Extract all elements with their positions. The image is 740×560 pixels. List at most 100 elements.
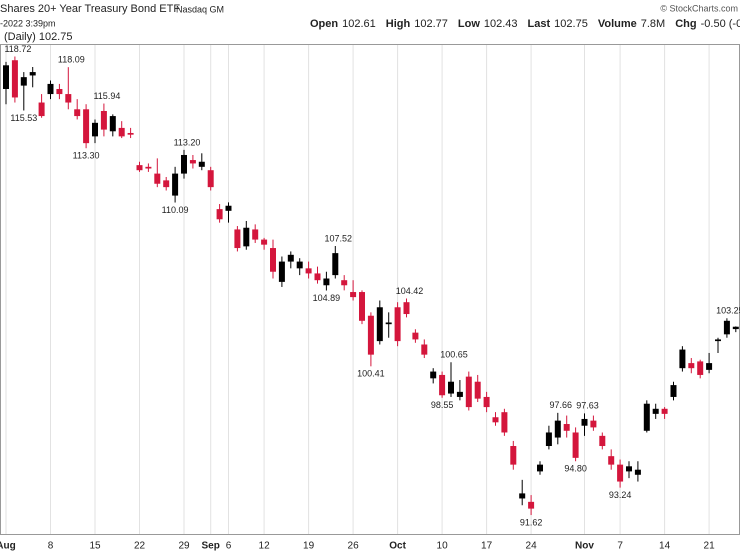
candle-body — [590, 420, 597, 428]
candle-body — [323, 278, 330, 286]
candle-body — [554, 420, 561, 438]
candle-body — [29, 72, 36, 76]
candle-body — [421, 344, 428, 355]
quote-label: Chg — [675, 18, 696, 30]
candle-body — [163, 180, 170, 188]
candle-body — [688, 363, 695, 369]
quote-value: 102.75 — [554, 18, 588, 30]
high-label: 118.09 — [58, 55, 85, 65]
candle-body — [626, 466, 632, 472]
candle-body — [412, 332, 419, 340]
candle-body — [732, 326, 739, 330]
low-label: 91.62 — [520, 517, 543, 527]
candle-body — [581, 418, 588, 426]
candle-body — [608, 456, 615, 465]
candle-body — [341, 280, 348, 286]
candle-body — [83, 109, 90, 144]
candle-body — [670, 385, 677, 397]
candle-body — [287, 254, 294, 262]
quote-label: Volume — [598, 18, 637, 30]
quote-label: Last — [528, 18, 551, 30]
quote-value: -0.50 (-0.49%) — [701, 18, 740, 30]
candle-body — [136, 165, 143, 171]
low-label: 113.30 — [73, 151, 100, 161]
x-tick-label: 21 — [704, 541, 716, 552]
chart-title: Shares 20+ Year Treasury Bond ETF — [0, 3, 180, 15]
quote-label: High — [386, 18, 411, 30]
candle-body — [483, 396, 490, 408]
candle-body — [100, 110, 107, 130]
candle-body — [127, 132, 134, 135]
candle-body — [38, 102, 45, 117]
candle-body — [314, 273, 321, 281]
x-tick-label: Nov — [575, 541, 594, 552]
candle-body — [715, 339, 721, 342]
high-label: 103.25 — [716, 306, 740, 316]
candle-body — [367, 315, 374, 355]
candle-body — [723, 320, 730, 335]
candle-body — [652, 408, 659, 414]
high-label: 107.52 — [325, 233, 353, 243]
x-tick-label: Oct — [389, 541, 406, 552]
candle-body — [189, 160, 196, 164]
quote-value: 7.8M — [641, 18, 665, 30]
x-tick-label: 26 — [348, 541, 360, 552]
candle-body — [92, 122, 98, 137]
candle-body — [261, 239, 268, 245]
candle-body — [225, 205, 232, 211]
x-tick-label: Aug — [0, 541, 16, 552]
candle-body — [679, 349, 686, 369]
candle-body — [65, 94, 72, 103]
candle-body — [465, 376, 472, 408]
high-label: 97.66 — [550, 400, 573, 410]
quote-label: Low — [458, 18, 480, 30]
candle-body — [385, 322, 392, 325]
high-label: 115.94 — [93, 91, 120, 101]
candle-body — [706, 363, 713, 370]
x-tick-label: 6 — [226, 541, 232, 552]
candle-body — [545, 432, 552, 447]
candle-body — [519, 493, 526, 499]
candle-body — [216, 209, 223, 220]
quote-value: 102.43 — [484, 18, 518, 30]
quote-label: Open — [310, 18, 338, 30]
candle-body — [528, 501, 535, 509]
high-label: 104.42 — [396, 286, 424, 296]
candle-body — [439, 374, 446, 396]
candle-body — [11, 60, 18, 98]
quote-value: 102.61 — [342, 18, 376, 30]
x-tick-label: 24 — [526, 541, 538, 552]
candle-body — [474, 381, 481, 399]
low-label: 110.09 — [162, 205, 189, 215]
exchange: Nasdaq GM — [176, 4, 224, 14]
candle-body — [572, 432, 579, 458]
candle-body — [47, 83, 54, 95]
candle-body — [207, 170, 214, 188]
credit: © StockCharts.com — [660, 3, 738, 13]
candle-body — [74, 109, 81, 117]
candle-body — [270, 248, 276, 272]
candle-body — [563, 424, 570, 431]
candle-body — [172, 173, 179, 196]
candle-body — [350, 292, 357, 298]
candle-body — [492, 417, 499, 423]
x-tick-label: 29 — [178, 541, 190, 552]
period-label: (Daily) 102.75 — [4, 31, 72, 43]
x-tick-label: 14 — [659, 541, 671, 552]
candle-body — [154, 173, 161, 184]
x-tick-label: 8 — [48, 541, 54, 552]
high-label: 113.20 — [174, 137, 201, 147]
candle-body — [634, 469, 641, 475]
candle-body — [430, 371, 437, 379]
candle-body — [3, 65, 9, 89]
candle-body — [456, 391, 463, 397]
candle-body — [617, 464, 624, 482]
candle-body — [510, 446, 517, 465]
candle-body — [252, 229, 259, 240]
candle-body — [332, 253, 339, 276]
high-label: 118.72 — [4, 44, 31, 54]
candle-body — [501, 412, 508, 433]
candle-body — [118, 127, 125, 137]
low-label: 115.53 — [10, 113, 37, 123]
